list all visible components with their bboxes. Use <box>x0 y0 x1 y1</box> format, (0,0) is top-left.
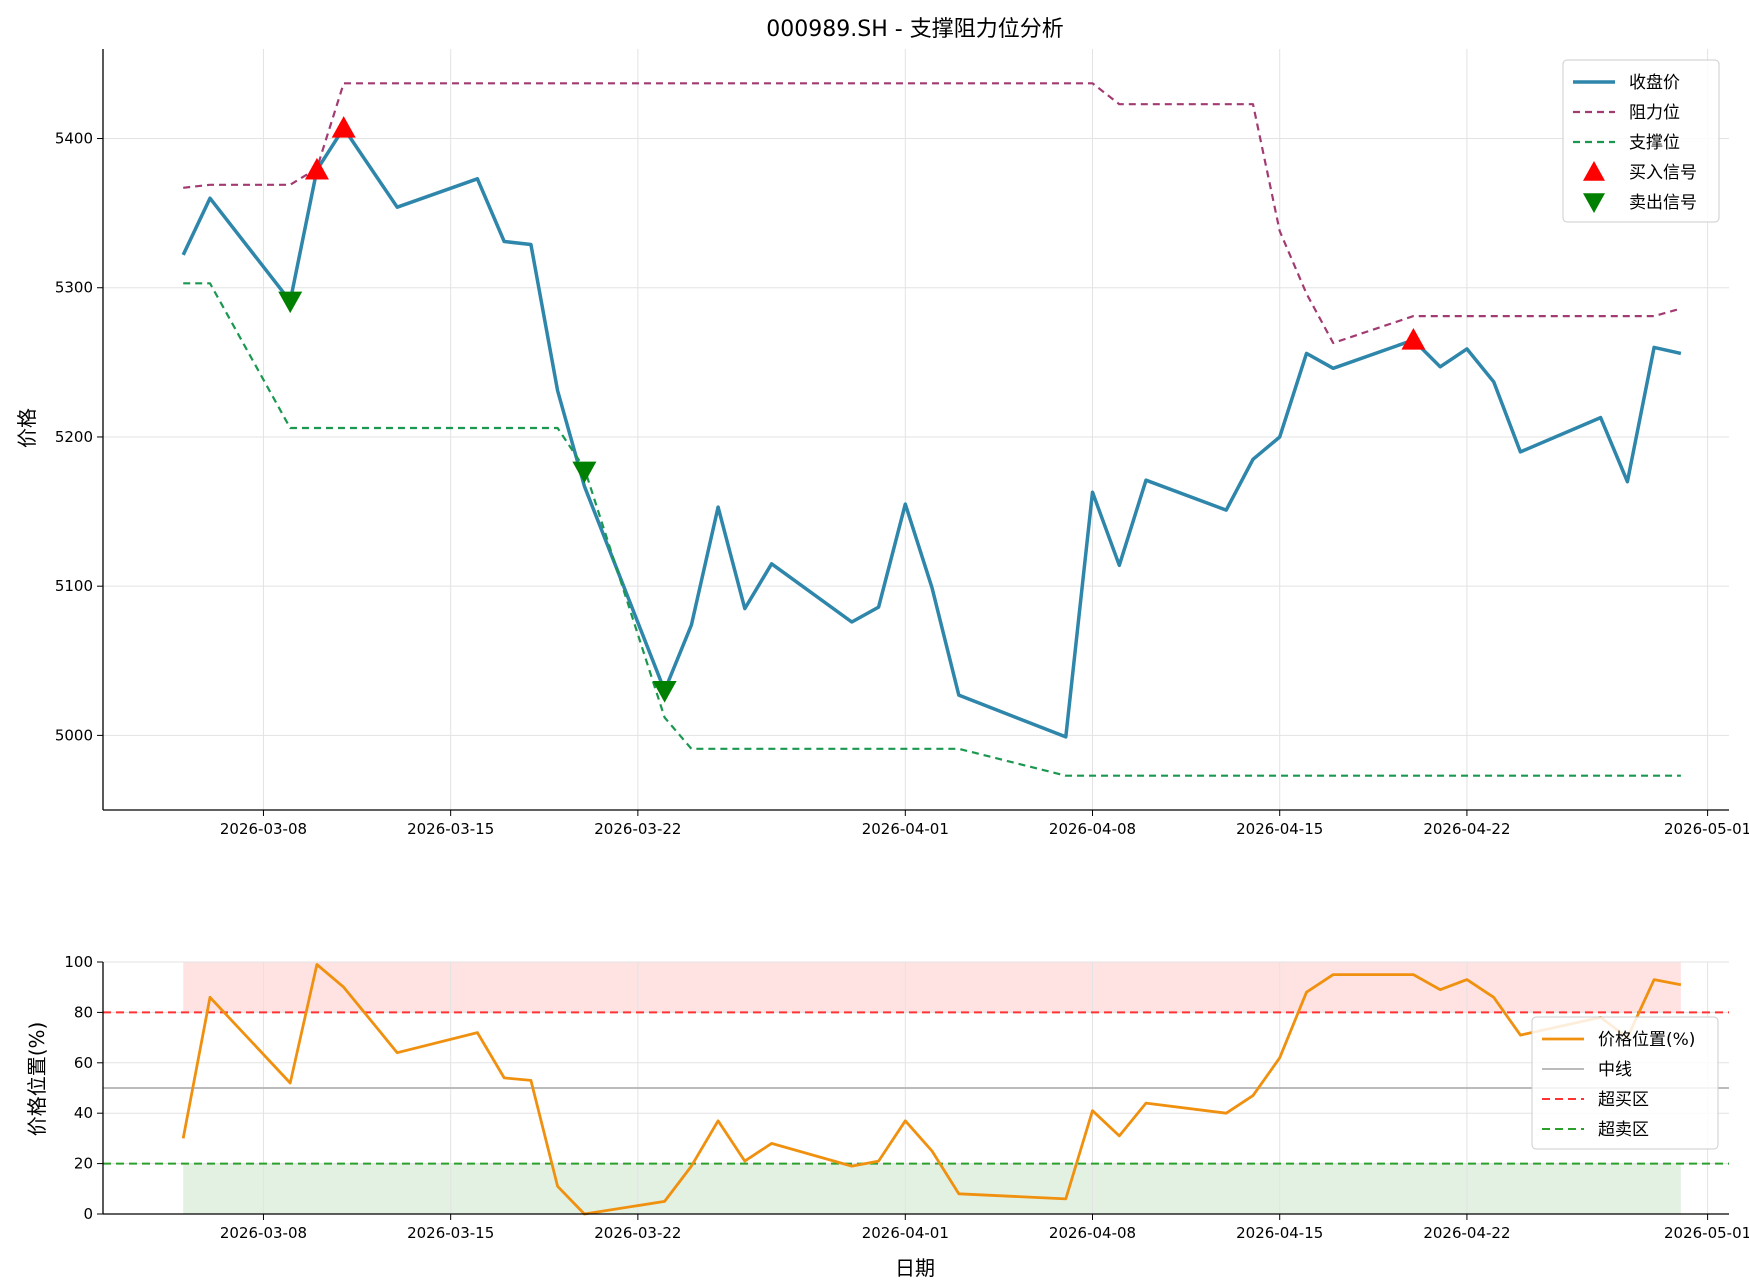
buy-signal-marker <box>304 157 329 180</box>
x-tick-label: 2026-03-08 <box>220 820 307 838</box>
x-tick-label: 2026-03-22 <box>594 820 681 838</box>
x-tick-label: 2026-05-01 <box>1664 820 1749 838</box>
y-tick-label: 5200 <box>55 428 93 446</box>
legend-label: 买入信号 <box>1629 163 1697 183</box>
legend-label: 中线 <box>1598 1060 1632 1080</box>
x-tick-label: 2026-04-08 <box>1049 1224 1136 1242</box>
zone-band-0 <box>183 962 1681 1013</box>
y-tick-label: 5100 <box>55 577 93 595</box>
price-panel: 2026-03-08 2026-03-15 2026-03-22 2026-04-01… <box>15 17 1749 838</box>
y-tick-label: 60 <box>74 1054 93 1072</box>
legend-label: 阻力位 <box>1629 103 1680 123</box>
y-tick-label: 5000 <box>55 726 93 744</box>
y-tick-label: 0 <box>83 1205 93 1223</box>
position-panel: 2026-03-08 2026-03-15 2026-03-22 2026-04-01… <box>25 953 1749 1280</box>
y-tick-label: 5300 <box>55 279 93 297</box>
zone-band-1 <box>183 1163 1681 1214</box>
x-tick-label: 2026-04-22 <box>1423 1224 1510 1242</box>
legend-swatch <box>1583 161 1605 181</box>
price-y-axis-label: 价格 <box>15 408 39 448</box>
sell-signal-marker <box>572 461 597 484</box>
x-tick-label: 2026-04-15 <box>1236 820 1323 838</box>
legend-box <box>1562 59 1720 223</box>
x-axis-label: 日期 <box>895 1256 935 1280</box>
legend-label: 超卖区 <box>1598 1120 1649 1140</box>
y-tick-label: 80 <box>74 1003 93 1021</box>
y-tick-label: 20 <box>74 1155 93 1173</box>
legend-label: 支撑位 <box>1629 133 1680 153</box>
x-tick-label: 2026-03-08 <box>220 1224 307 1242</box>
position-series <box>181 963 1682 1216</box>
price-grid <box>103 49 1729 810</box>
position-axes <box>102 962 1729 1215</box>
x-tick-label: 2026-04-15 <box>1236 1224 1323 1242</box>
sell-signal-marker <box>278 291 303 314</box>
x-tick-label: 2026-03-15 <box>407 820 494 838</box>
position-ticks: 2026-03-08 2026-03-15 2026-03-22 2026-04-01… <box>64 953 1749 1242</box>
x-tick-label: 2026-04-22 <box>1423 820 1510 838</box>
legend-label: 卖出信号 <box>1629 193 1697 213</box>
chart-title: 000989.SH - 支撑阻力位分析 <box>766 17 1063 42</box>
position-y-axis-label: 价格位置(%) <box>25 1022 49 1137</box>
x-tick-label: 2026-04-08 <box>1049 820 1136 838</box>
x-tick-label: 2026-04-01 <box>862 820 949 838</box>
series-line-0 <box>181 126 1682 739</box>
x-tick-label: 2026-03-22 <box>594 1224 681 1242</box>
y-tick-label: 40 <box>74 1104 93 1122</box>
legend-swatch <box>1583 193 1605 213</box>
y-tick-label: 5400 <box>55 130 93 148</box>
buy-signal-marker <box>1401 327 1426 350</box>
y-tick-label: 100 <box>64 953 93 971</box>
x-tick-label: 2026-04-01 <box>862 1224 949 1242</box>
series-line-2 <box>183 282 1681 777</box>
series-line-1 <box>183 82 1682 345</box>
price-series <box>181 82 1682 777</box>
legend-label: 超买区 <box>1598 1090 1649 1110</box>
sell-signal-marker <box>652 681 677 703</box>
reference-lines <box>103 1011 1729 1165</box>
x-tick-label: 2026-03-15 <box>407 1224 494 1242</box>
price-ticks: 2026-03-08 2026-03-15 2026-03-22 2026-04-01… <box>55 130 1749 838</box>
buy-signal-marker <box>331 116 356 138</box>
zone-bands <box>183 962 1681 1214</box>
signal-markers <box>278 116 1426 703</box>
legend-label: 价格位置(%) <box>1598 1030 1695 1050</box>
legend-box <box>1531 1016 1719 1150</box>
price-axes <box>102 49 1729 811</box>
series-line-0 <box>181 963 1682 1216</box>
x-tick-label: 2026-05-01 <box>1664 1224 1749 1242</box>
legend-label: 收盘价 <box>1629 73 1680 93</box>
